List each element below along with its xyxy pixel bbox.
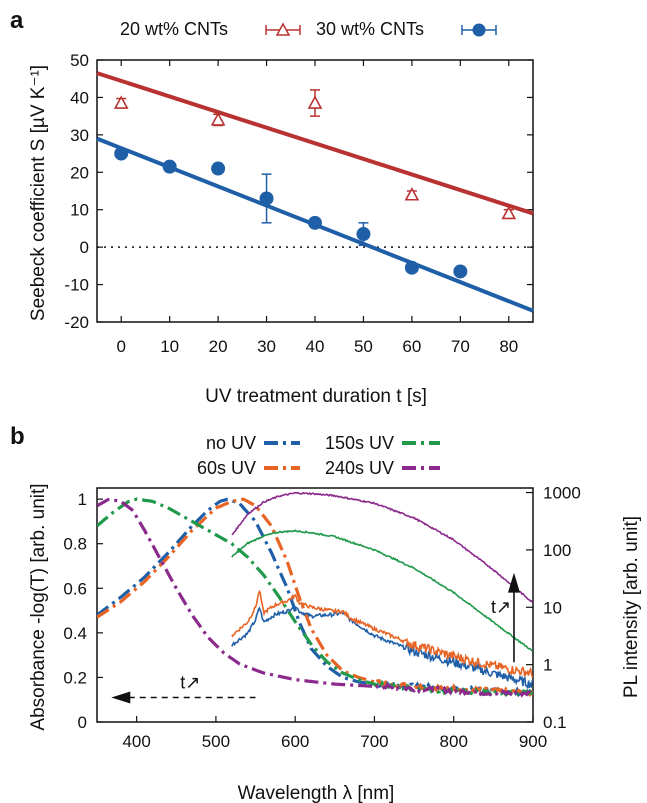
panel-a-label: a: [10, 7, 24, 34]
x-tick-label-a: 20: [209, 337, 228, 356]
y-tick-label-b-right: 10: [543, 598, 562, 617]
legend-a-series-2: 30 wt% CNTs: [316, 19, 424, 39]
xlabel-a: UV treatment duration t [s]: [205, 386, 427, 407]
data-point-circle: [114, 146, 129, 161]
curves-b: [97, 491, 533, 698]
y-tick-label-b-right: 0.1: [543, 713, 567, 732]
pl-curve-4: [231, 491, 533, 603]
x-tick-label-b: 600: [281, 732, 309, 751]
pl-curve-2: [231, 589, 533, 678]
y-tick-label-b-left: 0: [78, 713, 87, 732]
data-point-triangle: [404, 187, 420, 201]
y-tick-label-a: 20: [70, 163, 89, 182]
absorbance-curve-1: [97, 497, 533, 698]
x-tick-label-a: 10: [160, 337, 179, 356]
data-point-circle: [211, 161, 226, 176]
y-tick-label-a: -20: [64, 313, 89, 332]
x-tick-label-b: 700: [360, 732, 388, 751]
x-tick-label-a: 80: [499, 337, 518, 356]
panel-b-label: b: [10, 423, 25, 450]
data-point-circle: [308, 215, 322, 230]
x-tick-label-b: 900: [519, 732, 547, 751]
y-tick-label-b-left: 0.4: [63, 624, 87, 643]
x-tick-label-b: 500: [202, 732, 230, 751]
legend-b: no UV 150s UV 60s UV 240s UV: [197, 433, 440, 478]
y-tick-label-b-left: 0.2: [63, 668, 87, 687]
data-point-circle: [162, 159, 177, 174]
legend-a-series-1: 20 wt% CNTs: [120, 19, 228, 39]
pl-increase-arrowhead: [507, 572, 520, 593]
legend-a-triangle-marker: [265, 22, 301, 36]
absorbance-curve-4: [97, 497, 533, 698]
plot-b-frame: [96, 487, 534, 723]
y-tick-label-a: 50: [70, 51, 89, 70]
y-tick-label-a: 10: [70, 201, 89, 220]
x-tick-label-a: 50: [354, 337, 373, 356]
y-tick-label-a: -10: [64, 276, 89, 295]
legend-b-series-3: 150s UV: [325, 433, 394, 453]
x-tick-label-a: 0: [116, 337, 125, 356]
plot-b: 400 500 600 700 800 900 0 0.2 0.4 0.6 0.8 1 0.1 1 10 10…: [63, 484, 580, 751]
pl-curve-3: [231, 529, 533, 652]
absorbance-shift-label: t↗: [180, 672, 200, 692]
legend-a: 20 wt% CNTs 30 wt% CNTs: [120, 19, 497, 39]
x-tick-label-a: 70: [451, 337, 470, 356]
pl-increase-label: t↗: [491, 597, 511, 617]
x-tick-label-a: 30: [257, 337, 276, 356]
y-tick-label-a: 40: [70, 88, 89, 107]
data-point-triangle: [501, 205, 517, 220]
data-point-triangle: [113, 95, 129, 109]
legend-b-series-1: no UV: [206, 433, 256, 453]
plot-a: 0 10 20 30 40 50 60 70 80 -20 -10 0 10 20 30 40 50: [64, 51, 534, 356]
y-tick-label-b-right: 1000: [543, 484, 581, 503]
pl-curve-1: [231, 601, 533, 690]
y-tick-label-b-right: 1: [543, 656, 552, 675]
ylabel-a: Seebeck coefficient S [µV K⁻¹]: [28, 65, 49, 321]
data-point-circle: [404, 260, 419, 275]
y-tick-label-a: 0: [80, 238, 89, 257]
data-point-circle: [356, 227, 371, 242]
absorbance-shift-arrowhead: [111, 691, 131, 704]
data-point-triangle: [307, 95, 323, 109]
data-point-triangle: [210, 112, 226, 126]
legend-b-series-2: 60s UV: [197, 458, 256, 478]
legend-b-series-4: 240s UV: [325, 458, 394, 478]
data-point-circle: [259, 191, 274, 206]
y-tick-label-b-left: 1: [78, 490, 87, 509]
y-tick-label-a: 30: [70, 126, 89, 145]
absorbance-curve-3: [97, 497, 533, 698]
y-tick-label-b-left: 0.8: [63, 535, 87, 554]
x-tick-label-a: 60: [402, 337, 421, 356]
xlabel-b: Wavelength λ [nm]: [238, 783, 395, 803]
data-point-circle: [453, 264, 468, 279]
ylabel-b-right: PL intensity [arb. unit]: [621, 516, 642, 698]
y-tick-label-b-right: 100: [543, 541, 571, 560]
x-tick-label-b: 400: [122, 732, 150, 751]
ylabel-b-left: Absorbance -log(T) [arb. unit]: [28, 483, 49, 730]
fit-line-1: [96, 71, 534, 216]
y-tick-label-b-left: 0.6: [63, 579, 87, 598]
legend-a-circle-marker: [461, 23, 497, 37]
x-tick-label-a: 40: [306, 337, 325, 356]
x-tick-label-b: 800: [440, 732, 468, 751]
